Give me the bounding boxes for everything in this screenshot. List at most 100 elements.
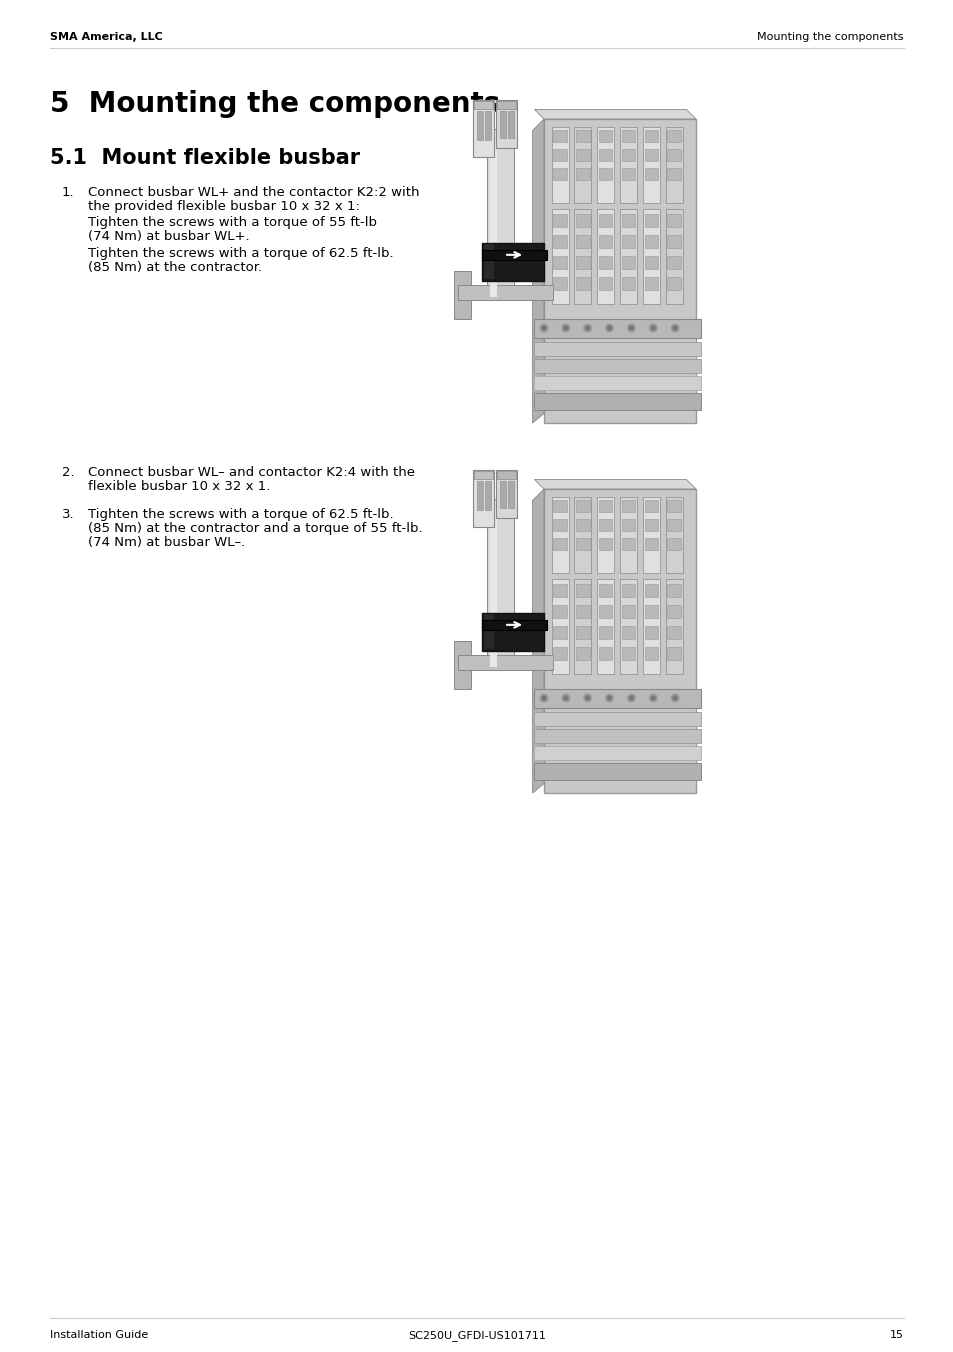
Circle shape xyxy=(605,694,613,702)
Bar xyxy=(553,256,566,269)
Bar xyxy=(553,150,566,161)
Text: Mounting the components: Mounting the components xyxy=(757,32,903,42)
Text: 1.: 1. xyxy=(62,187,74,199)
Text: Tighten the screws with a torque of 62.5 ft-lb.: Tighten the screws with a torque of 62.5… xyxy=(88,247,394,260)
Circle shape xyxy=(649,324,657,331)
Bar xyxy=(642,127,659,203)
Bar xyxy=(477,111,482,139)
Bar xyxy=(489,131,497,296)
Bar xyxy=(551,496,568,573)
Bar xyxy=(665,579,682,675)
Bar xyxy=(621,277,635,289)
Bar xyxy=(534,376,700,389)
Bar xyxy=(576,235,589,249)
Bar xyxy=(486,499,513,669)
Circle shape xyxy=(627,324,635,331)
Bar xyxy=(619,127,637,203)
Bar xyxy=(482,621,546,630)
Bar xyxy=(576,277,589,289)
Bar xyxy=(667,500,680,512)
Bar xyxy=(553,277,566,289)
Bar xyxy=(543,489,696,794)
Text: (74 Nm) at busbar WL–.: (74 Nm) at busbar WL–. xyxy=(88,535,245,549)
Bar xyxy=(576,169,589,180)
Bar xyxy=(597,496,614,573)
Bar xyxy=(644,130,658,142)
Bar xyxy=(598,150,612,161)
Bar xyxy=(574,579,591,675)
Bar xyxy=(621,584,635,598)
Bar xyxy=(507,111,513,138)
Bar xyxy=(553,235,566,249)
Bar xyxy=(576,519,589,531)
Circle shape xyxy=(607,696,611,700)
Bar xyxy=(551,579,568,675)
Bar xyxy=(553,626,566,639)
Circle shape xyxy=(583,324,591,331)
Bar xyxy=(534,319,700,338)
Circle shape xyxy=(627,694,635,702)
Bar xyxy=(489,502,497,667)
Bar xyxy=(496,470,517,518)
Circle shape xyxy=(629,326,633,330)
Bar xyxy=(644,214,658,227)
Bar xyxy=(598,169,612,180)
Bar xyxy=(598,277,612,289)
Bar xyxy=(553,538,566,550)
Bar xyxy=(667,169,680,180)
Circle shape xyxy=(541,696,545,700)
Bar xyxy=(667,235,680,249)
Bar xyxy=(621,626,635,639)
Bar xyxy=(576,584,589,598)
Bar xyxy=(644,150,658,161)
Bar xyxy=(574,210,591,304)
Bar xyxy=(454,270,471,319)
Text: Connect busbar WL– and contactor K2:4 with the: Connect busbar WL– and contactor K2:4 wi… xyxy=(88,466,415,479)
Bar xyxy=(619,496,637,573)
Bar xyxy=(576,500,589,512)
Bar xyxy=(543,119,696,423)
Text: (85 Nm) at the contractor.: (85 Nm) at the contractor. xyxy=(88,261,262,274)
Text: Connect busbar WL+ and the contactor K2:2 with: Connect busbar WL+ and the contactor K2:… xyxy=(88,187,419,199)
Bar xyxy=(598,214,612,227)
Bar xyxy=(597,210,614,304)
Circle shape xyxy=(629,696,633,700)
Bar xyxy=(576,604,589,618)
Bar xyxy=(644,169,658,180)
Bar xyxy=(483,614,493,649)
Bar xyxy=(576,626,589,639)
Bar xyxy=(621,235,635,249)
Bar xyxy=(458,285,553,300)
Bar xyxy=(667,604,680,618)
Bar xyxy=(553,130,566,142)
Bar xyxy=(482,250,546,260)
Bar xyxy=(621,130,635,142)
Bar xyxy=(454,641,471,688)
Circle shape xyxy=(607,326,611,330)
Bar xyxy=(665,496,682,573)
Text: the provided flexible busbar 10 x 32 x 1:: the provided flexible busbar 10 x 32 x 1… xyxy=(88,200,359,214)
Bar xyxy=(644,584,658,598)
Bar xyxy=(597,579,614,675)
Bar xyxy=(482,612,543,650)
Bar xyxy=(598,519,612,531)
Bar xyxy=(619,210,637,304)
Circle shape xyxy=(561,694,569,702)
Bar xyxy=(667,626,680,639)
Bar xyxy=(496,100,517,147)
Circle shape xyxy=(649,694,657,702)
Bar xyxy=(507,481,513,508)
Text: Tighten the screws with a torque of 62.5 ft-lb.: Tighten the screws with a torque of 62.5… xyxy=(88,508,394,521)
Bar xyxy=(619,579,637,675)
Bar xyxy=(621,150,635,161)
Bar xyxy=(553,646,566,660)
Bar xyxy=(551,210,568,304)
Bar xyxy=(667,584,680,598)
Bar xyxy=(598,584,612,598)
Bar xyxy=(621,169,635,180)
Bar xyxy=(644,256,658,269)
Bar xyxy=(477,481,482,510)
Bar xyxy=(486,128,513,300)
Circle shape xyxy=(585,326,589,330)
Circle shape xyxy=(563,326,567,330)
